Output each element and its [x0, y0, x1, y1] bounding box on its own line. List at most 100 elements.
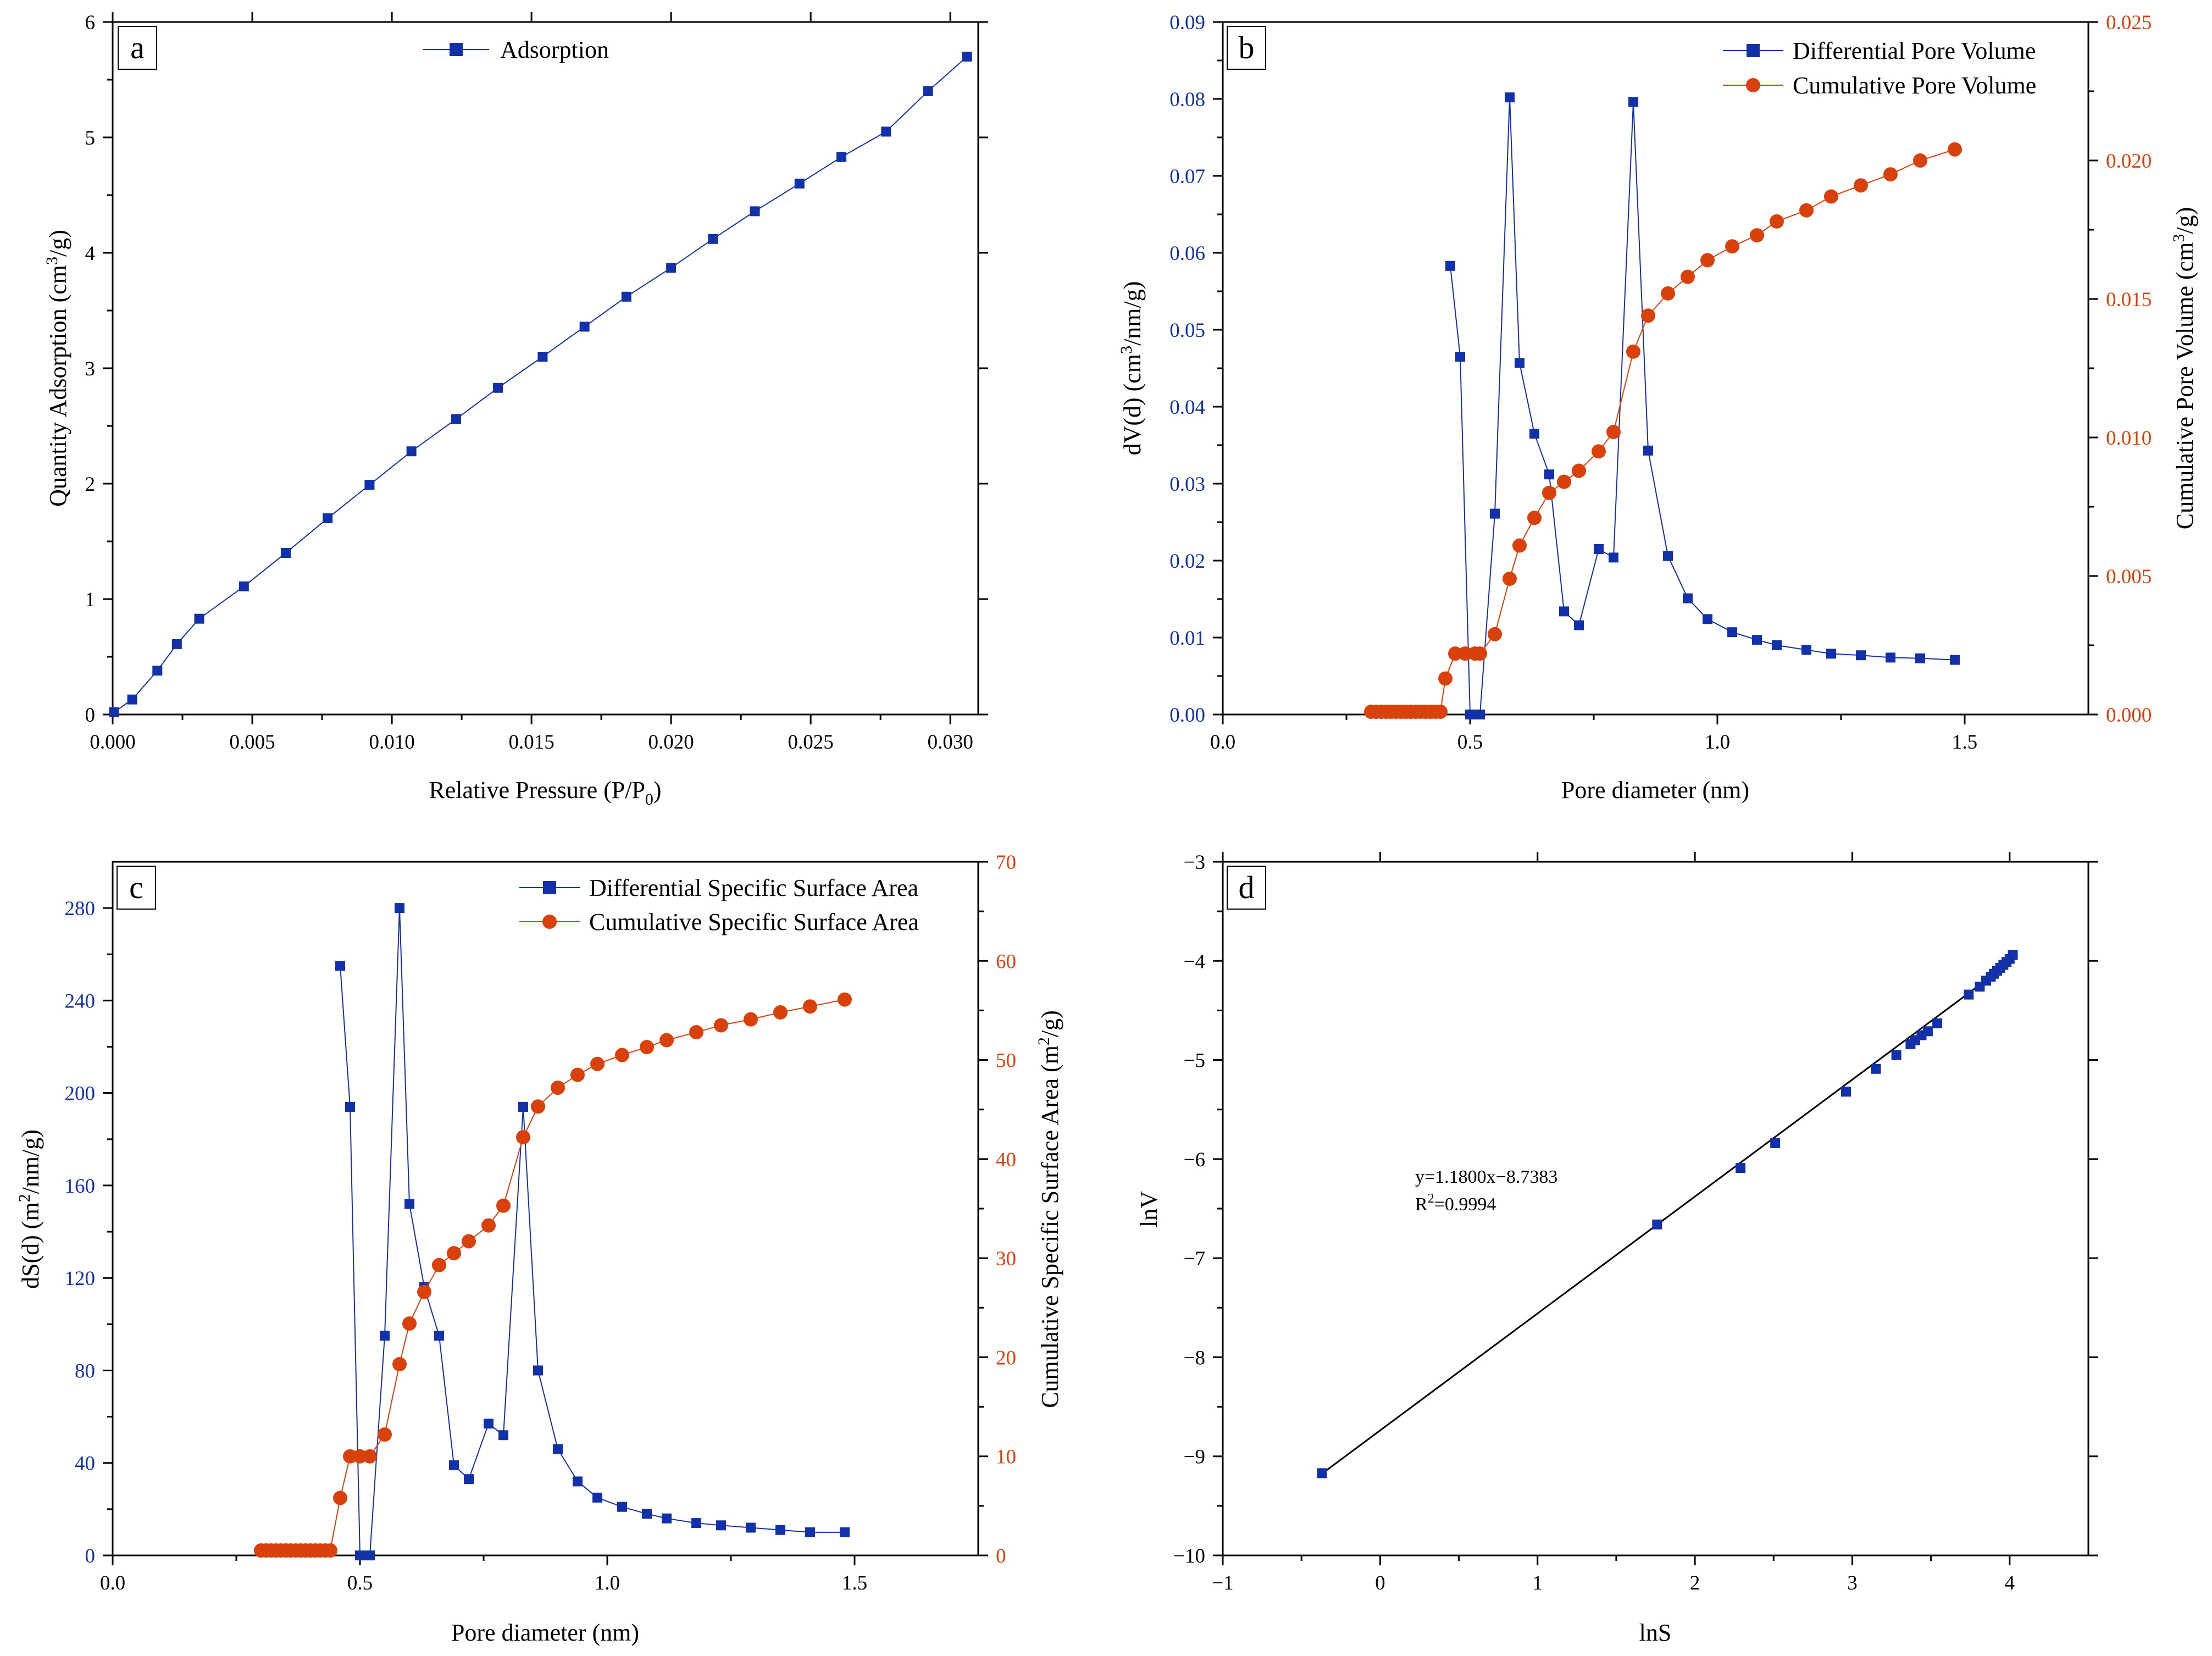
panel-b-y-tick-label: 0.02: [1169, 550, 1205, 573]
panel-a-plot-frame: [112, 21, 979, 716]
panel-d-x-tick-label: 0: [1375, 1572, 1385, 1594]
data-point-differential-specific-surface-area: [840, 1527, 850, 1537]
panel-b-y-axis-title: dV(d) (cm3/nm/g): [1117, 281, 1146, 456]
data-point-differential-specific-surface-area: [380, 1331, 390, 1341]
panel-b-plot-frame: [1222, 21, 2089, 716]
data-point-adsorption: [666, 263, 677, 273]
panel-a-letter: a: [130, 30, 145, 65]
data-point-differential-specific-surface-area: [642, 1509, 652, 1519]
data-point-differential-specific-surface-area: [335, 961, 345, 971]
data-point-cumulative-specific-surface-area: [659, 1033, 674, 1048]
data-point-differential-specific-surface-area: [775, 1525, 785, 1535]
panel-b-y-tick-label: 0.09: [1169, 12, 1205, 34]
panel-b-y-tick-label: 0.04: [1169, 396, 1205, 419]
data-point-differential-pore-volume: [1683, 593, 1693, 603]
panel-d-x-axis-title: lnS: [1639, 1619, 1672, 1646]
panel-b-letter-box: [1227, 26, 1266, 70]
data-point-lnv-vs-lns: [1770, 1138, 1781, 1149]
data-point-lnv-vs-lns: [1922, 1026, 1933, 1037]
data-point-cumulative-specific-surface-area: [343, 1449, 357, 1464]
panel-a-x-tick-label: 0.025: [788, 731, 834, 754]
data-point-cumulative-specific-surface-area: [333, 1491, 347, 1505]
data-point-cumulative-pore-volume: [1854, 178, 1868, 193]
panel-b-x-tick-label: 1.0: [1705, 731, 1730, 754]
data-point-cumulative-pore-volume: [1913, 153, 1927, 168]
data-point-adsorption: [127, 694, 137, 705]
data-point-differential-pore-volume: [1856, 650, 1866, 661]
data-point-cumulative-pore-volume: [1473, 646, 1487, 661]
data-point-cumulative-pore-volume: [1681, 269, 1695, 284]
panel-c-right-y-tick-label: 50: [996, 1050, 1016, 1072]
data-point-cumulative-specific-surface-area: [363, 1449, 377, 1464]
data-point-cumulative-specific-surface-area: [392, 1357, 407, 1372]
panel-c-y-tick-label: 160: [65, 1175, 96, 1198]
panel-c-data: [254, 903, 852, 1560]
data-point-adsorption: [708, 234, 718, 244]
data-point-cumulative-pore-volume: [1799, 203, 1814, 218]
panel-c-letter-box: [117, 866, 156, 910]
data-point-cumulative-pore-volume: [1883, 167, 1898, 182]
data-point-cumulative-specific-surface-area: [378, 1427, 392, 1442]
panel-a-y-tick-label: 1: [85, 589, 96, 611]
data-point-cumulative-specific-surface-area: [402, 1316, 417, 1331]
data-point-cumulative-specific-surface-area: [838, 992, 852, 1007]
panel-a-y-axis-title: Quantity Adsorption (cm3/g): [43, 230, 71, 507]
data-point-cumulative-pore-volume: [1503, 572, 1517, 586]
panel-d-y-tick-label: −4: [1184, 950, 1205, 973]
data-point-differential-specific-surface-area: [395, 903, 404, 913]
data-point-differential-pore-volume: [1609, 552, 1618, 563]
panel-a-x-tick-label: 0.005: [229, 731, 275, 754]
data-point-adsorption: [881, 126, 891, 137]
data-point-adsorption: [364, 480, 375, 490]
data-point-cumulative-specific-surface-area: [462, 1234, 476, 1249]
data-point-adsorption: [579, 322, 590, 332]
panel-d-letter: d: [1239, 869, 1255, 905]
legend-marker-cumulative-pore-volume: [1746, 78, 1760, 92]
panel-c-y-tick-label: 280: [65, 898, 96, 920]
data-point-differential-specific-surface-area: [746, 1522, 756, 1533]
data-point-cumulative-pore-volume: [1824, 189, 1838, 204]
data-point-differential-specific-surface-area: [617, 1502, 627, 1512]
panel-c-y-tick-label: 40: [75, 1453, 95, 1475]
panel-d-y-tick-label: −9: [1184, 1446, 1205, 1469]
panel-d-fractal-fit: −1 0 1 2 3 4−10−9−8−7−6−5−4−3 d y=1.1800x−8.7…: [1135, 851, 2098, 1646]
data-point-differential-pore-volume: [1574, 620, 1584, 630]
legend-label-cumulative-pore-volume: Cumulative Pore Volume: [1793, 72, 2036, 99]
panel-d-y-tick-label: −8: [1184, 1347, 1205, 1369]
panel-b-right-y-axis-title: Cumulative Pore Volume (cm3/g): [2170, 207, 2198, 530]
panel-b-right-y-tick-label: 0.010: [2106, 427, 2152, 450]
data-point-differential-pore-volume: [1727, 627, 1737, 638]
panel-c-right-y-tick-label: 10: [996, 1446, 1016, 1469]
data-point-adsorption: [323, 513, 333, 523]
data-point-cumulative-specific-surface-area: [417, 1284, 431, 1299]
series-line-differential-specific-surface-area: [340, 908, 845, 1556]
data-point-cumulative-specific-surface-area: [447, 1246, 461, 1261]
data-point-differential-pore-volume: [1772, 640, 1782, 650]
panel-d-x-tick-label: −1: [1212, 1572, 1233, 1594]
data-point-adsorption: [281, 548, 291, 558]
legend-marker-adsorption: [450, 43, 463, 56]
panel-c-x-tick-label: 1.5: [842, 1572, 867, 1594]
data-point-cumulative-specific-surface-area: [516, 1130, 530, 1145]
data-point-differential-pore-volume: [1455, 352, 1465, 362]
panel-c-y-axis-title: dS(d) (m2/nm/g): [15, 1129, 44, 1289]
legend-marker-cumulative-surface-area: [542, 915, 557, 929]
data-point-differential-specific-surface-area: [691, 1518, 701, 1528]
data-point-differential-pore-volume: [1703, 614, 1712, 624]
panel-c-right-y-axis-title: Cumulative Specific Surface Area (m2/g): [1035, 1010, 1063, 1408]
data-point-cumulative-pore-volume: [1948, 142, 1962, 157]
data-point-cumulative-pore-volume: [1433, 704, 1448, 719]
panel-c-y-tick-label: 120: [65, 1267, 96, 1290]
panel-a-data: [109, 52, 972, 717]
panel-a-letter-box: [118, 26, 157, 70]
data-point-differential-specific-surface-area: [345, 1101, 355, 1112]
panel-a-x-axis-title: Relative Pressure (P/P0): [429, 777, 661, 808]
data-point-differential-pore-volume: [1801, 645, 1811, 655]
panel-b-x-tick-label: 0.0: [1210, 731, 1235, 754]
data-point-cumulative-pore-volume: [1770, 214, 1784, 229]
panel-a-x-tick-label: 0.030: [928, 731, 973, 754]
data-point-lnv-vs-lns: [1964, 989, 1974, 1000]
data-point-cumulative-specific-surface-area: [803, 999, 817, 1014]
data-point-adsorption: [406, 446, 417, 457]
data-point-differential-specific-surface-area: [592, 1492, 602, 1503]
